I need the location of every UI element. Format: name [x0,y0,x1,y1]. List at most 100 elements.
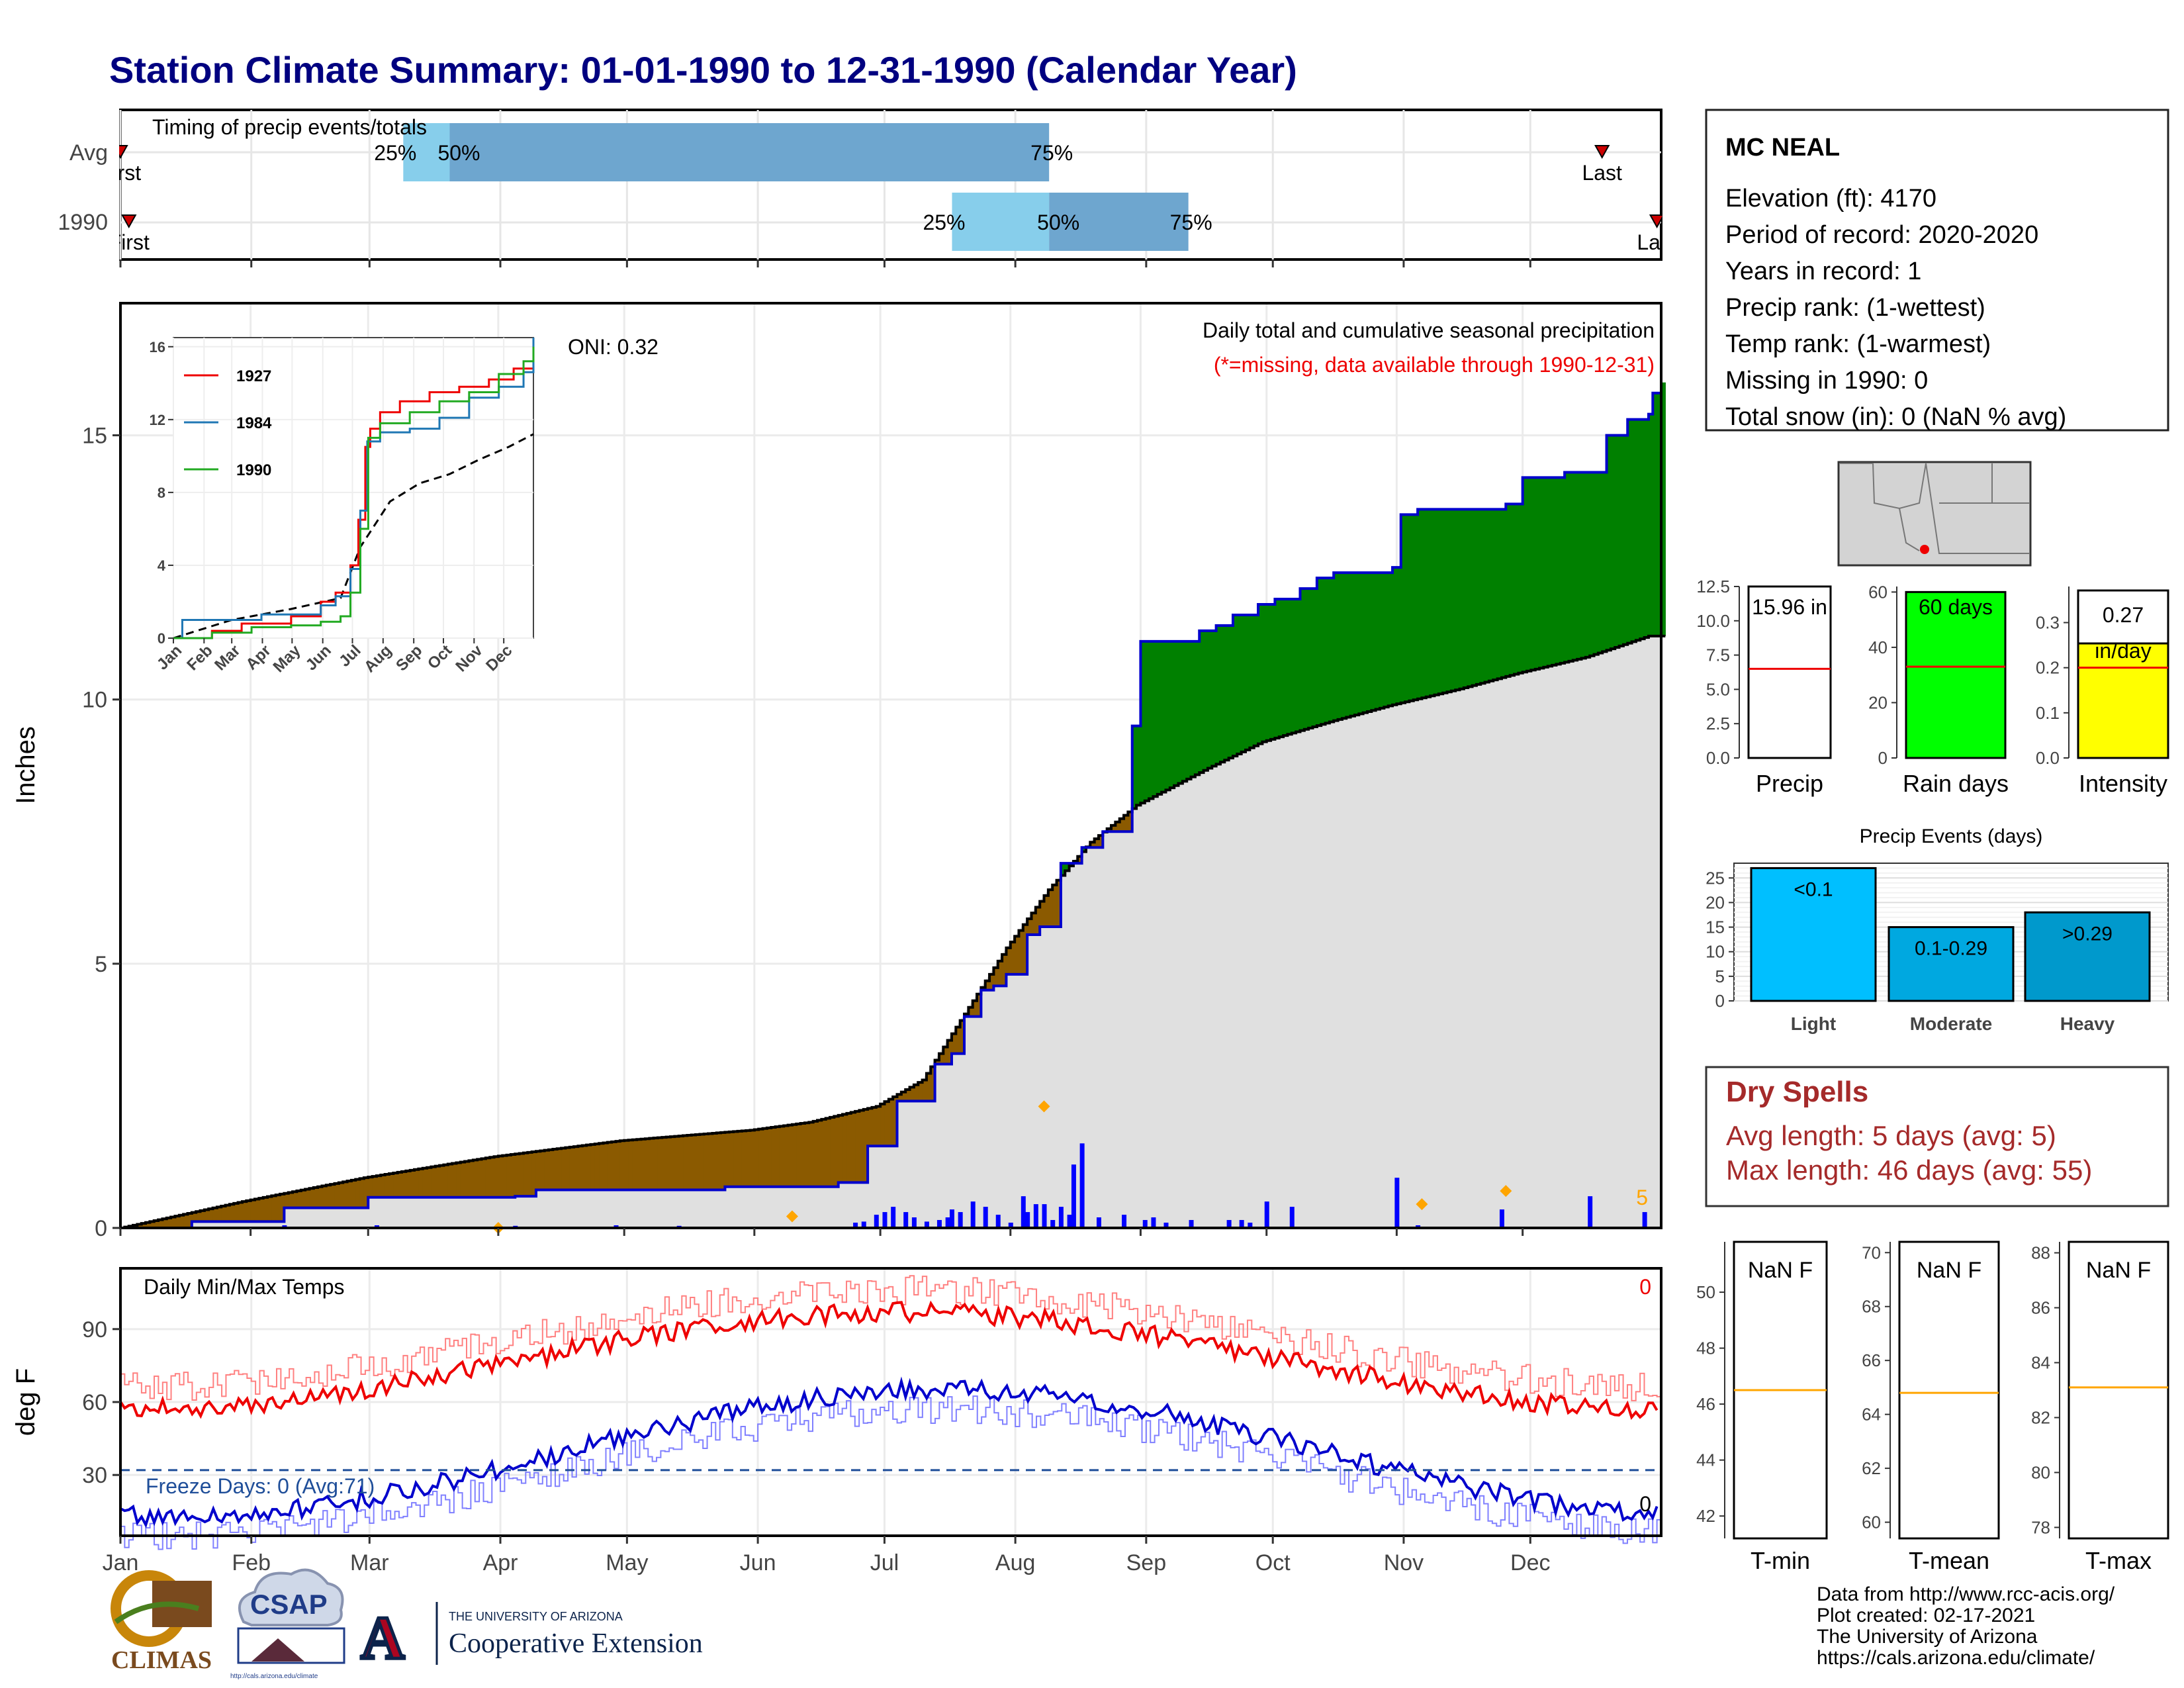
below-avg-fill [901,1092,906,1102]
daily-precip-bar [891,1207,896,1228]
below-avg-fill [490,1157,495,1197]
temp-summary-ytick-label: 62 [1862,1458,1881,1478]
below-avg-fill [1019,930,1024,974]
below-avg-fill [934,1060,940,1064]
above-avg-fill [1308,588,1314,728]
above-avg-fill [1144,641,1150,801]
above-avg-fill [1338,573,1343,720]
below-avg-fill [271,1196,277,1222]
above-avg-fill [1363,573,1368,713]
station-name: MC NEAL [1725,134,1840,162]
daily-precip-bar [1033,1204,1038,1228]
below-avg-fill [439,1165,445,1197]
timing-row-avg: Avg [69,140,108,165]
above-avg-fill [1405,514,1410,702]
below-avg-fill [275,1195,281,1222]
temp-summary-box [2068,1241,2169,1540]
above-avg-fill [1426,509,1431,697]
temp-summary-panels: NaN F 42 44 46 48 50 T-min NaN F 60 62 64 66 68 70 T-m… [1696,1241,2169,1574]
above-avg-fill [1488,509,1494,681]
above-avg-fill [1195,641,1200,775]
above-avg-fill [1594,472,1599,655]
timing-mask-right [1662,106,1696,265]
temp-summary-name: T-max [2085,1547,2152,1574]
below-avg-fill [1090,842,1095,848]
below-avg-fill [649,1138,655,1190]
below-avg-fill [544,1150,549,1190]
below-avg-fill [410,1170,415,1197]
above-avg-fill [1182,641,1187,782]
temp-summary-ytick-label: 44 [1696,1450,1715,1470]
inset-series-1927 [173,346,535,639]
below-avg-fill [540,1150,545,1190]
above-avg-fill [1132,726,1137,809]
below-avg-fill [762,1128,768,1187]
below-avg-fill [729,1131,734,1187]
below-avg-fill [582,1145,587,1190]
temp-summary-ytick-label: 50 [1696,1282,1715,1302]
below-avg-fill [947,1040,952,1064]
below-avg-fill [931,1066,936,1102]
below-avg-fill [154,1220,159,1228]
above-avg-fill [1149,641,1154,799]
temp-ytick-label: 60 [82,1390,107,1415]
svg-text:A: A [361,1604,404,1671]
below-avg-fill [557,1149,562,1190]
below-avg-fill [208,1209,214,1222]
event-category: Moderate [1910,1013,1992,1034]
below-avg-fill [465,1161,470,1197]
station-location-marker [1920,545,1929,554]
timing-first-marker [121,214,137,229]
below-avg-fill [884,1102,889,1147]
below-avg-fill [381,1175,386,1197]
above-avg-fill [1271,604,1276,739]
above-avg-fill [1661,382,1666,636]
below-avg-fill [477,1159,482,1197]
below-avg-fill [880,1103,886,1147]
temp-summary-ytick-label: 88 [2031,1243,2050,1263]
daily-precip-bar [1042,1204,1047,1228]
month-label: Dec [1510,1550,1550,1575]
daily-precip-bar [1394,1178,1400,1228]
events-ytick-label: 15 [1706,917,1725,937]
below-avg-fill [905,1089,911,1102]
below-avg-fill [443,1164,449,1197]
below-avg-fill [834,1116,839,1187]
above-avg-fill [1384,573,1389,708]
below-avg-fill [888,1099,893,1147]
below-avg-fill [1094,839,1099,848]
precip-events-panel: Precip Events (days) <0.1 Light 0.1-0.29 Mo… [1706,825,2169,1034]
below-avg-fill [250,1199,255,1222]
above-avg-fill [1535,477,1540,669]
below-avg-fill [229,1204,234,1222]
below-avg-fill [1031,913,1036,935]
daily-precip-bar [861,1221,866,1228]
below-avg-fill [300,1190,306,1208]
below-avg-fill [863,1109,868,1183]
below-avg-fill [402,1171,406,1197]
below-avg-fill [590,1144,596,1190]
below-avg-fill [313,1188,318,1208]
temp-summary-name: T-min [1751,1547,1810,1574]
ua-logo: A THE UNIVERSITY OF ARIZONA Cooperative … [359,1602,703,1673]
below-avg-fill [784,1125,789,1187]
below-avg-fill [628,1140,633,1190]
daily-precip-bar [1008,1223,1013,1228]
daily-max-count: 5 [1636,1186,1648,1209]
above-avg-fill [1379,573,1385,708]
above-avg-fill [1157,641,1162,794]
below-avg-fill [200,1210,205,1222]
above-avg-fill [1619,435,1624,646]
precip-ytick-label: 0 [95,1216,107,1241]
below-avg-fill [322,1186,327,1208]
above-avg-fill [1291,599,1297,733]
below-avg-fill [212,1207,218,1222]
below-avg-fill [989,974,995,990]
below-avg-fill [318,1186,323,1208]
temp-summary-ytick-label: 78 [2031,1517,2050,1537]
above-avg-fill [1653,393,1658,636]
below-avg-fill [338,1182,343,1208]
above-avg-fill [1065,863,1070,871]
below-avg-fill [657,1137,662,1190]
above-avg-fill [1350,573,1355,716]
